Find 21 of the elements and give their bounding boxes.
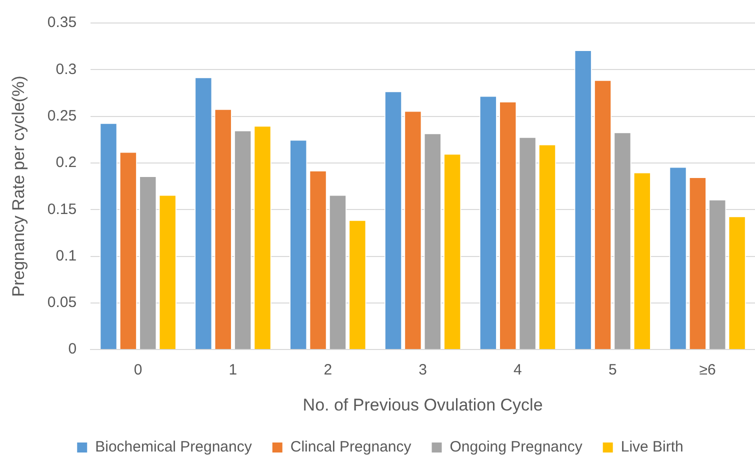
y-axis-title: Pregnancy Rate per cycle(%) [8, 76, 28, 297]
x-tick-label: 2 [324, 362, 332, 379]
legend-label: Clincal Pregnancy [290, 438, 412, 456]
y-tick-label: 0.25 [47, 107, 77, 124]
x-tick-label: 0 [134, 362, 142, 379]
x-tick-label: 3 [418, 362, 427, 379]
y-tick-label: 0.3 [56, 60, 77, 78]
legend-label: Live Birth [620, 438, 684, 456]
y-tick-label: 0 [68, 340, 77, 358]
legend-label: Biochemical Pregnancy [95, 438, 252, 456]
y-tick-label: 0.2 [56, 154, 77, 172]
x-tick-label: ≥6 [699, 362, 716, 379]
y-tick-label: 0.15 [47, 200, 77, 218]
x-axis-title: No. of Previous Ovulation Cycle [302, 395, 543, 414]
x-tick-label: 5 [608, 362, 617, 379]
x-tick-label: 4 [514, 362, 522, 379]
x-tick-label: 1 [228, 362, 238, 379]
legend-label: Ongoing Pregnancy [450, 438, 583, 456]
y-tick-label: 0.1 [56, 247, 77, 264]
y-tick-label: 0.35 [47, 14, 77, 32]
y-tick-label: 0.05 [47, 294, 77, 312]
